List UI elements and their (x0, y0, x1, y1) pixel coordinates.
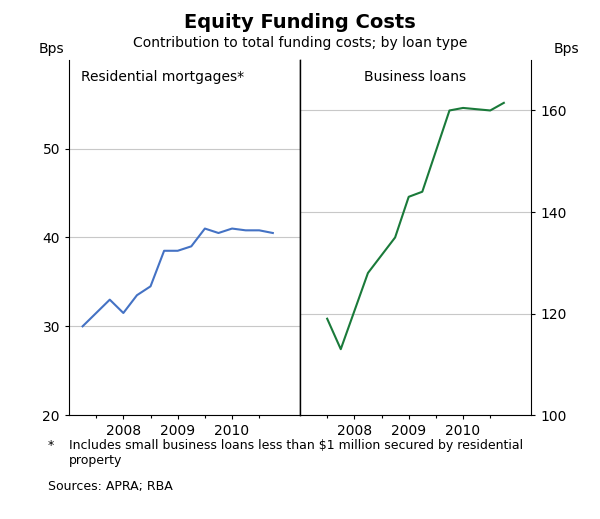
Text: Residential mortgages*: Residential mortgages* (80, 71, 244, 85)
Text: Business loans: Business loans (364, 71, 467, 85)
Text: *: * (48, 439, 54, 452)
Text: Bps: Bps (39, 42, 65, 56)
Text: Includes small business loans less than $1 million secured by residential
proper: Includes small business loans less than … (69, 439, 523, 467)
Text: Bps: Bps (554, 42, 580, 56)
Text: Equity Funding Costs: Equity Funding Costs (184, 13, 416, 32)
Text: Contribution to total funding costs; by loan type: Contribution to total funding costs; by … (133, 36, 467, 50)
Text: Sources: APRA; RBA: Sources: APRA; RBA (48, 480, 173, 493)
